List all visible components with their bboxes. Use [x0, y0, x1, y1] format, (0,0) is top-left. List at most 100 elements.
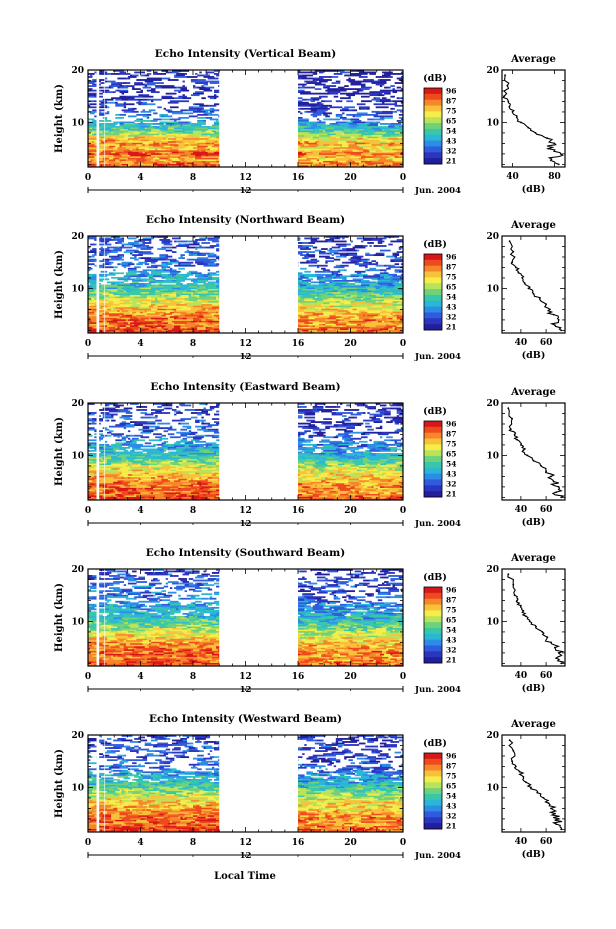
data-gap — [96, 569, 100, 666]
average-profile-point — [549, 308, 551, 311]
colorbar-tick-label: 32 — [446, 313, 456, 322]
colorbar-tick-label: 21 — [446, 157, 456, 166]
average-profile-point — [513, 433, 516, 436]
average-profile-point — [550, 158, 553, 161]
colorbar-tick-label: 32 — [446, 646, 456, 655]
panel-title: Echo Intensity (Northward Beam) — [146, 214, 345, 226]
average-title: Average — [510, 553, 556, 564]
data-gap — [104, 735, 106, 832]
average-profile-point — [515, 266, 517, 269]
average-profile-line — [507, 408, 565, 498]
average-x-label: (dB) — [522, 683, 546, 694]
echo-intensity-heatmap — [88, 569, 403, 666]
average-title: Average — [510, 719, 556, 730]
average-profile-point — [554, 646, 556, 649]
average-profile-line — [507, 574, 566, 664]
average-profile-point — [516, 438, 518, 441]
average-profile: Average 10 20 40 60 (dB) — [486, 719, 566, 860]
average-title: Average — [510, 54, 556, 65]
average-profile-point — [550, 641, 552, 644]
average-profile-point — [557, 486, 560, 488]
average-x-tick-label: 80 — [548, 172, 561, 182]
data-gap — [104, 236, 106, 333]
colorbar-tick-label: 75 — [446, 772, 456, 781]
data-gap — [219, 403, 298, 500]
x-tick-label: 20 — [344, 339, 357, 349]
average-profile-point — [504, 74, 506, 77]
x-tick-label: 0 — [400, 173, 406, 183]
y-axis-label: Height (km) — [54, 417, 65, 486]
average-profile-point — [545, 470, 547, 473]
data-gap — [104, 403, 106, 500]
average-profile-point — [511, 417, 513, 420]
date-label: Jun. 2004 — [414, 685, 461, 695]
average-profile-point — [536, 791, 539, 794]
average-profile-point — [557, 652, 560, 654]
echo-intensity-heatmap — [88, 236, 403, 333]
x-tick-label: 16 — [292, 838, 305, 848]
date-axis-label: 12 — [240, 352, 252, 362]
average-y-tick-label: 20 — [486, 66, 499, 76]
average-profile-point — [523, 282, 526, 285]
colorbar-tick-label: 75 — [446, 606, 456, 615]
date-label: Jun. 2004 — [414, 186, 461, 196]
x-tick-label: 0 — [85, 173, 91, 183]
average-profile-point — [560, 496, 563, 499]
average-profile-point — [525, 615, 527, 618]
colorbar-tick-label: 65 — [446, 283, 456, 292]
colorbar-tick-label: 43 — [446, 303, 456, 312]
average-y-tick-label: 10 — [486, 783, 499, 793]
average-profile-point — [538, 298, 541, 300]
y-tick-label: 10 — [71, 617, 84, 627]
x-tick-label: 12 — [239, 672, 252, 682]
x-tick-label: 8 — [190, 173, 196, 183]
average-profile-point — [511, 760, 513, 763]
panel-4: Echo Intensity (Southward Beam) 10 20 Heigh… — [54, 547, 566, 695]
y-tick-label: 10 — [71, 783, 84, 793]
average-profile-point — [522, 776, 525, 778]
data-gap — [219, 70, 298, 167]
y-tick-label: 20 — [71, 565, 84, 575]
average-profile: Average 10 20 40 60 (dB) — [486, 553, 566, 694]
average-profile-point — [550, 807, 552, 810]
average-x-tick-label: 60 — [540, 505, 553, 515]
colorbar-tick-label: 21 — [446, 822, 456, 831]
colorbar-tick-label: 87 — [446, 263, 456, 272]
x-tick-label: 0 — [85, 506, 91, 516]
average-y-tick-label: 20 — [486, 731, 499, 741]
average-x-tick-label: 40 — [515, 837, 528, 847]
colorbar-tick-label: 75 — [446, 107, 456, 116]
average-profile-point — [522, 449, 525, 452]
average-profile-point — [517, 271, 520, 274]
colorbar — [423, 420, 443, 498]
colorbar-tick-label: 21 — [446, 490, 456, 499]
colorbar-tick-label: 87 — [446, 596, 456, 605]
panel-title: Echo Intensity (Vertical Beam) — [155, 48, 336, 60]
average-x-tick-label: 40 — [515, 505, 528, 515]
colorbar-tick-label: 87 — [446, 762, 456, 771]
date-label: Jun. 2004 — [414, 851, 461, 861]
colorbar-tick-label: 96 — [446, 752, 456, 761]
average-profile-point — [516, 599, 518, 602]
x-tick-label: 16 — [292, 672, 305, 682]
average-profile-point — [560, 828, 563, 831]
average-profile-point — [513, 594, 516, 597]
colorbar-tick-label: 65 — [446, 117, 456, 126]
average-profile-point — [507, 100, 510, 103]
date-axis-label: 12 — [240, 685, 252, 695]
average-profile-point — [546, 636, 549, 639]
x-tick-label: 0 — [400, 672, 406, 682]
average-profile-point — [557, 163, 560, 166]
data-gap — [96, 403, 100, 500]
colorbar-tick-label: 54 — [446, 792, 456, 801]
colorbar-tick-label: 54 — [446, 127, 456, 136]
y-tick-label: 20 — [71, 399, 84, 409]
average-profile-point — [507, 407, 510, 410]
colorbar-tick-label: 75 — [446, 440, 456, 449]
average-profile-point — [503, 95, 505, 98]
average-profile-point — [515, 116, 518, 119]
x-tick-label: 0 — [400, 339, 406, 349]
colorbar-tick-label: 43 — [446, 802, 456, 811]
average-y-tick-label: 10 — [486, 118, 499, 128]
average-profile-point — [530, 786, 532, 789]
